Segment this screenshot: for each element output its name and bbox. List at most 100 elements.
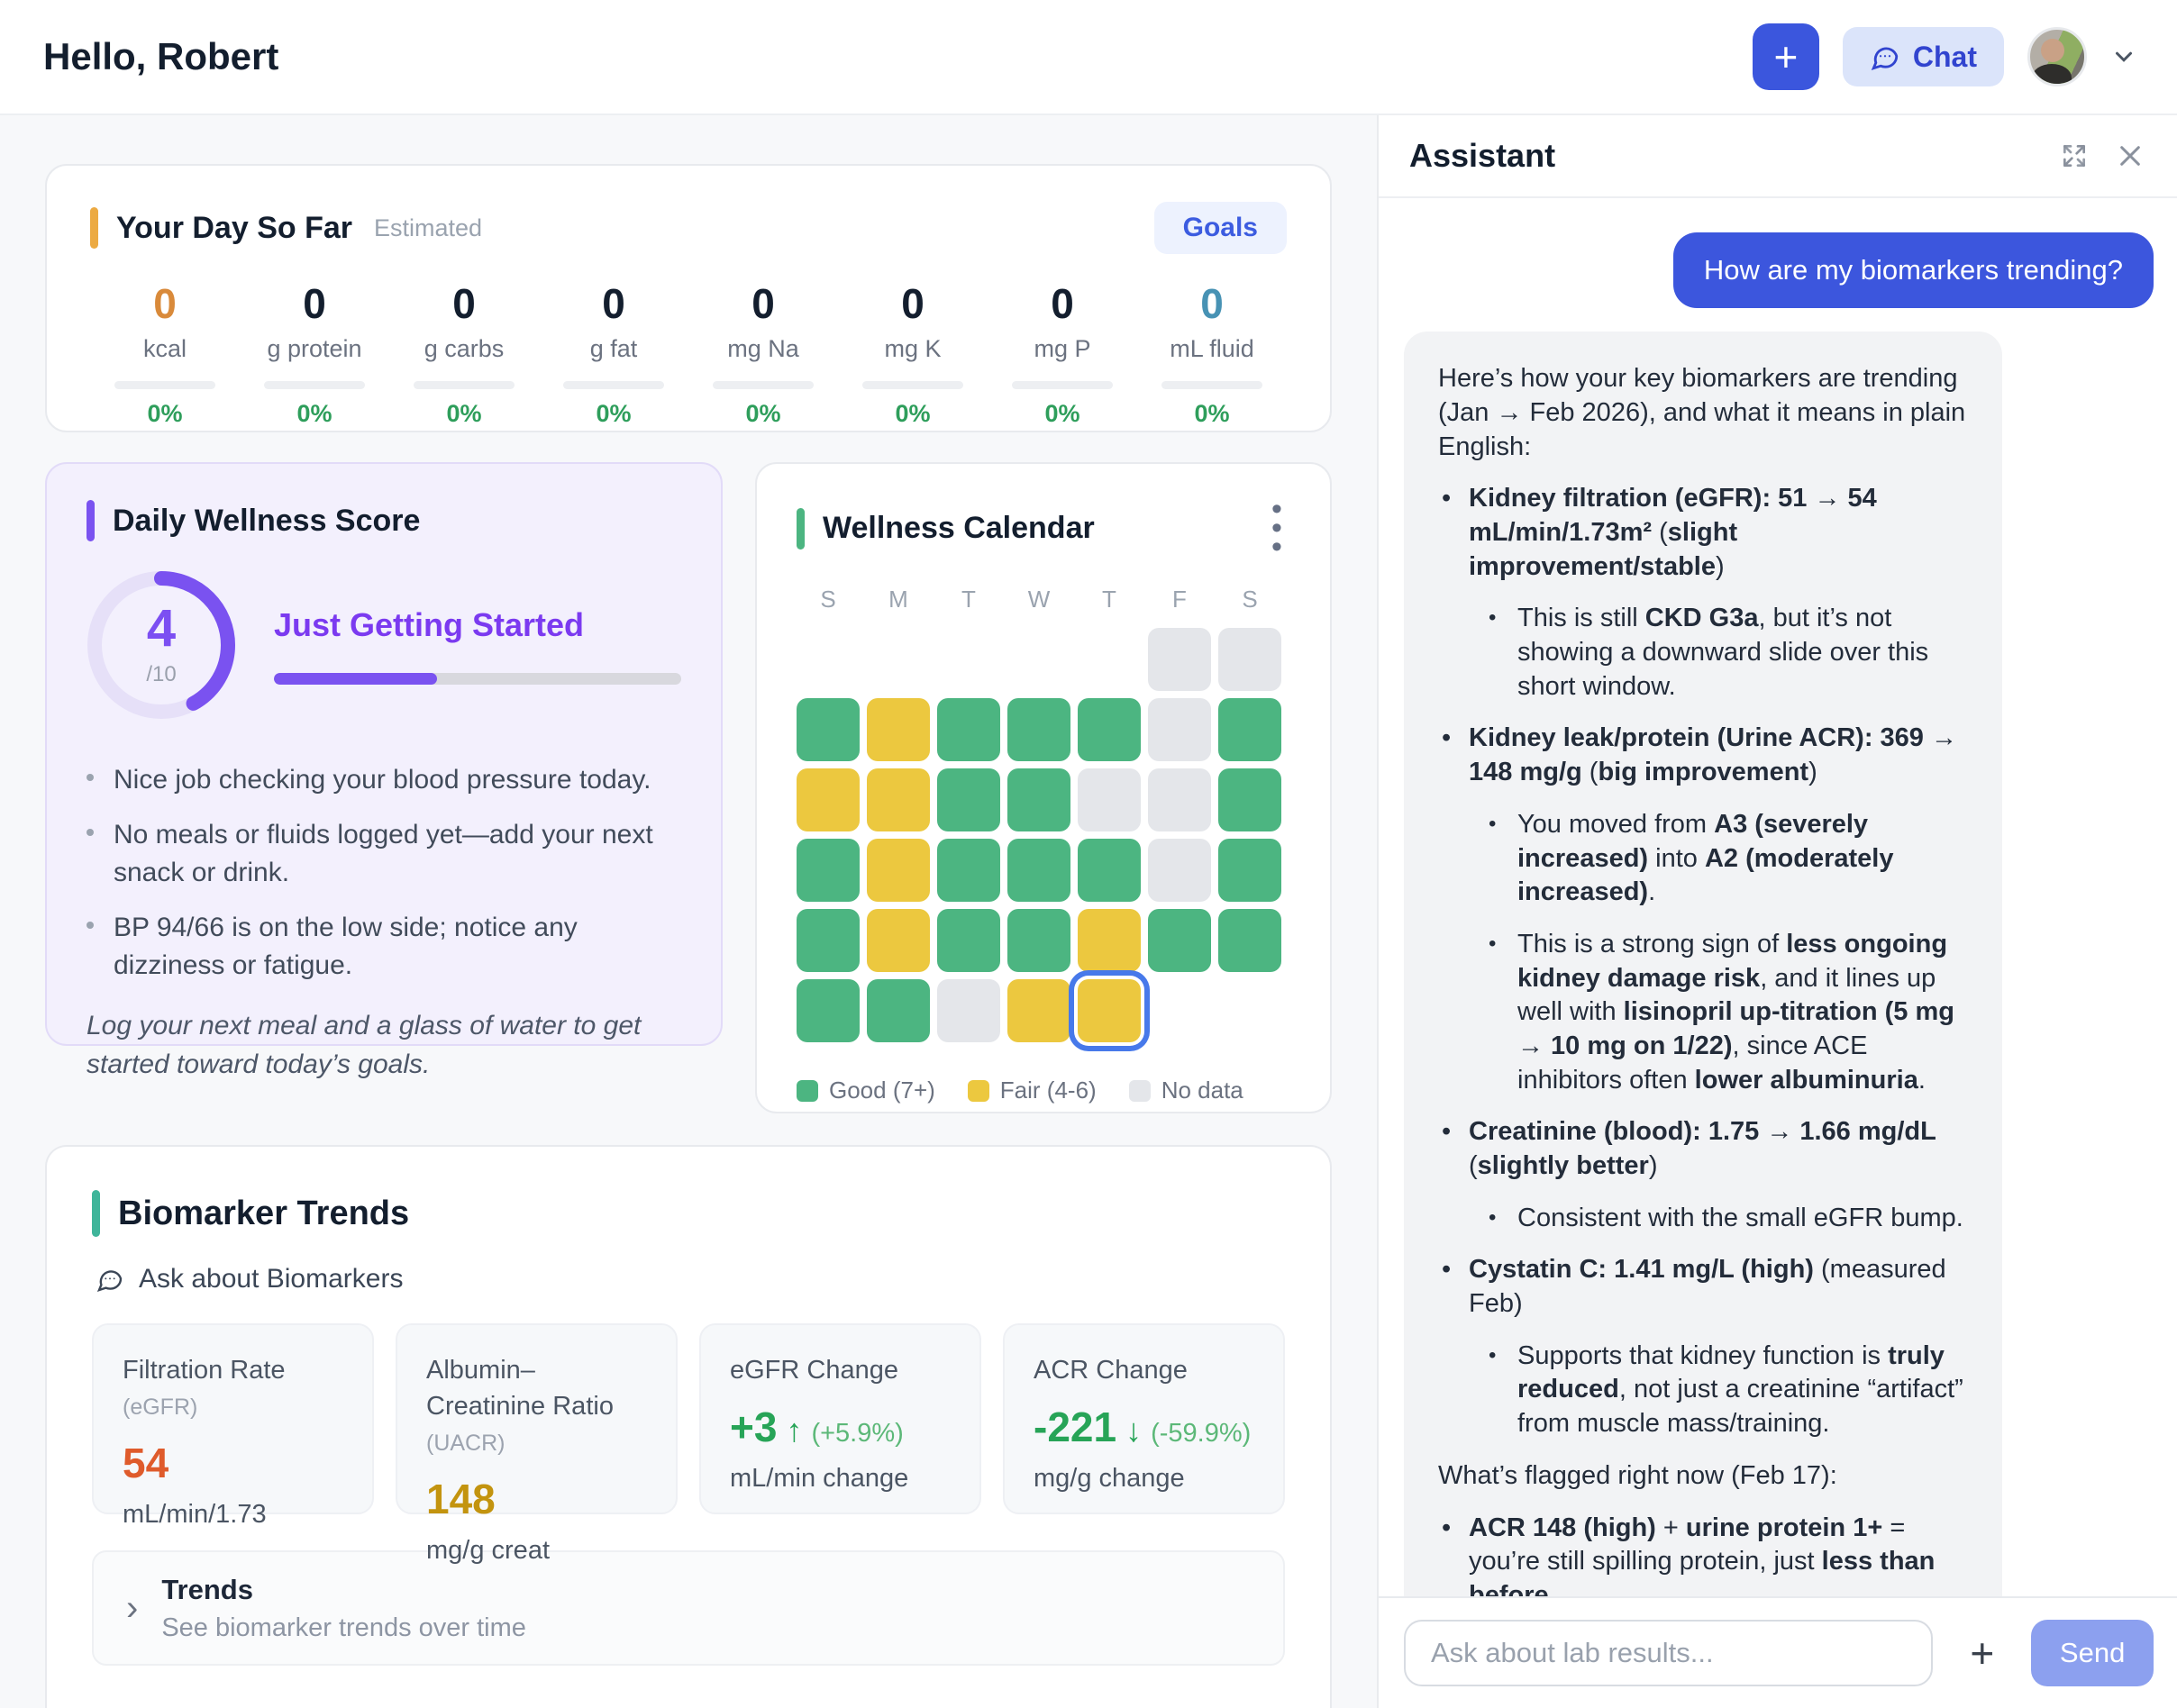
stat-value: 0 [452,280,476,327]
calendar-cell[interactable] [1078,698,1141,762]
tile-label: Filtration Rate (eGFR) [123,1356,286,1421]
calendar-cell[interactable] [1007,698,1070,762]
calendar-day-header: W [1027,586,1051,613]
avatar[interactable] [2027,27,2087,86]
calendar-cell[interactable] [1148,768,1211,832]
top-header: Hello, Robert + Chat [0,0,2177,115]
legend-item: Good (7+) [797,1077,935,1104]
assistant-list-item: ACR 148 (high) + urine protein 1+ = you’… [1438,1512,1968,1596]
score-hint-text: Log your next meal and a glass of water … [87,1010,642,1079]
tile-unit: mg/g creat [426,1536,550,1566]
calendar-week-row [797,698,1290,762]
calendar-cell[interactable] [1007,979,1070,1043]
calendar-cell[interactable] [1148,628,1211,692]
tile-value: -221 [1034,1404,1117,1451]
day-card-subtitle: Estimated [374,214,483,241]
chat-message-area[interactable]: How are my biomarkers trending? Here’s h… [1379,200,2177,1596]
assistant-list-item: Kidney leak/protein (Urine ACR): 369 → 1… [1438,722,1968,789]
calendar-cell[interactable] [867,839,930,903]
biomarker-tile[interactable]: eGFR Change +3 ↑ (+5.9%) mL/min change [699,1323,981,1514]
stat-value: 0 [602,280,625,327]
legend-label: Good (7+) [829,1077,935,1104]
calendar-cell[interactable] [937,698,1000,762]
calendar-cell[interactable] [1007,909,1070,973]
bullet-dot-icon [87,774,94,781]
biomarker-tile[interactable]: ACR Change -221 ↓ (-59.9%) mg/g change [1003,1323,1285,1514]
ask-about-biomarkers-link[interactable]: Ask about Biomarkers [96,1264,1285,1295]
stat-label: mg P [1034,335,1091,362]
calendar-cell[interactable] [797,698,860,762]
tile-delta: (-59.9%) [1151,1419,1252,1449]
calendar-cell[interactable] [1007,839,1070,903]
calendar-cell[interactable] [937,839,1000,903]
calendar-cell[interactable] [867,768,930,832]
calendar-cell[interactable] [1007,768,1070,832]
calendar-cell[interactable] [1218,839,1281,903]
calendar-cell[interactable] [1218,698,1281,762]
trends-row[interactable]: › Trends See biomarker trends over time [92,1550,1285,1666]
stat-column: 0 mL fluid 0% [1137,279,1287,428]
biomarker-tile[interactable]: Albumin–Creatinine Ratio (UACR) 148 mg/g c… [396,1323,678,1565]
assistant-list-item: Supports that kidney function is truly r… [1438,1340,1968,1441]
calendar-cell[interactable] [797,839,860,903]
calendar-cell[interactable] [1148,698,1211,762]
chat-button[interactable]: Chat [1842,27,2004,86]
calendar-cell[interactable] [937,768,1000,832]
score-status-label: Just Getting Started [274,605,585,643]
expand-icon[interactable] [2060,141,2089,170]
calendar-cell[interactable] [1218,909,1281,973]
tile-value: +3 [730,1404,778,1451]
close-icon[interactable] [2116,141,2145,170]
calendar-cell[interactable] [867,698,930,762]
calendar-cell[interactable] [797,768,860,832]
user-message-bubble: How are my biomarkers trending? [1672,232,2154,309]
calendar-cell[interactable] [867,979,930,1043]
calendar-day-header: M [888,586,908,613]
biomarker-tile[interactable]: Filtration Rate (eGFR) 54 mL/min/1.73 [92,1323,374,1529]
stat-value: 0 [1200,280,1224,327]
calendar-cell[interactable] [1078,768,1141,832]
chevron-down-icon[interactable] [2110,43,2137,70]
kebab-menu-icon[interactable]: • • • [1271,492,1282,565]
chat-bubble-icon [1871,47,1899,71]
stat-value: 0 [901,280,925,327]
calendar-cell[interactable] [1148,909,1211,973]
chat-input[interactable] [1404,1620,1934,1686]
calendar-cell [867,628,930,691]
calendar-cell[interactable] [867,909,930,973]
assistant-panel: Assistant How are my biomarkers trending… [1377,115,2177,1708]
calendar-week-row [797,839,1290,903]
calendar-accent-bar [797,507,805,550]
calendar-cell[interactable] [797,979,860,1043]
calendar-cell-selected[interactable] [1078,979,1141,1043]
biomarker-card-title: Biomarker Trends [118,1194,410,1232]
tile-label: ACR Change [1034,1356,1188,1385]
score-bullet-item: Nice job checking your blood pressure to… [87,761,681,800]
stat-column: 0 kcal 0% [90,279,240,428]
legend-swatch [1128,1079,1151,1102]
arrow-up-icon: ↑ [786,1412,803,1449]
calendar-cell[interactable] [1218,768,1281,832]
calendar-cell[interactable] [937,909,1000,973]
calendar-week-row [797,768,1290,832]
send-button[interactable]: Send [2031,1620,2154,1686]
calendar-cell[interactable] [1218,628,1281,692]
calendar-cell [1148,979,1211,1042]
calendar-legend: Good (7+) Fair (4-6) No data [797,1077,1290,1104]
stat-progress-track [114,381,215,389]
calendar-cell[interactable] [797,909,860,973]
tile-value: 148 [426,1476,496,1523]
day-accent-bar [90,207,98,249]
add-button[interactable]: + [1752,23,1819,90]
score-bullet-list: Nice job checking your blood pressure to… [87,761,681,986]
calendar-cell[interactable] [1148,839,1211,903]
stat-value: 0 [1051,280,1074,327]
calendar-cell[interactable] [937,979,1000,1043]
calendar-cell[interactable] [1078,839,1141,903]
assistant-header: Assistant [1379,115,2177,198]
header-actions: + Chat [1752,23,2137,90]
stat-label: mg Na [727,335,799,362]
calendar-cell[interactable] [1078,909,1141,973]
attach-plus-icon[interactable]: + [1970,1630,1995,1676]
goals-button[interactable]: Goals [1153,202,1287,254]
